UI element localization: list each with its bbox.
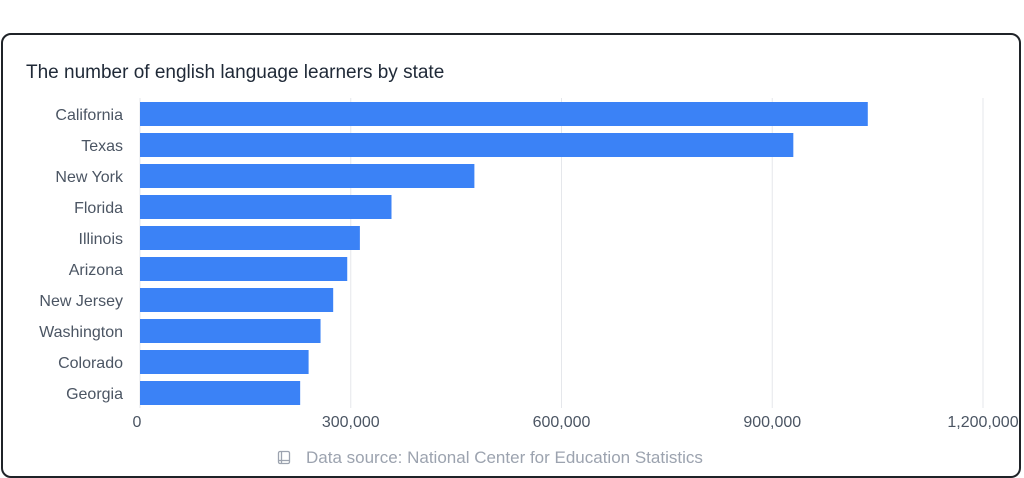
x-tick-label: 600,000 bbox=[533, 414, 591, 431]
category-label: Colorado bbox=[58, 355, 123, 372]
category-label: Texas bbox=[81, 138, 123, 155]
category-label: New York bbox=[55, 169, 124, 186]
bar[interactable] bbox=[140, 319, 321, 343]
bar[interactable] bbox=[140, 102, 868, 126]
data-source-text: Data source: National Center for Educati… bbox=[306, 448, 703, 467]
category-label: Arizona bbox=[69, 262, 123, 279]
x-tick-label: 1,200,000 bbox=[947, 414, 1018, 431]
data-source-note: Data source: National Center for Educati… bbox=[276, 448, 703, 468]
category-label: New Jersey bbox=[39, 293, 123, 310]
bar[interactable] bbox=[140, 226, 360, 250]
category-labels: California Texas New York Florida Illinois Ar… bbox=[39, 107, 124, 403]
bars bbox=[140, 102, 868, 405]
book-icon bbox=[277, 450, 291, 465]
bar-chart: California Texas New York Florida Illinois Ar… bbox=[39, 98, 1019, 431]
x-tick-label: 300,000 bbox=[322, 414, 380, 431]
category-label: Florida bbox=[74, 200, 123, 217]
bar[interactable] bbox=[140, 164, 475, 188]
category-label: Georgia bbox=[66, 386, 123, 403]
x-tick-label: 0 bbox=[133, 414, 142, 431]
category-label: Illinois bbox=[79, 231, 123, 248]
bar[interactable] bbox=[140, 381, 301, 405]
bar[interactable] bbox=[140, 133, 794, 157]
x-axis-labels: 0 300,000 600,000 900,000 1,200,000 bbox=[133, 414, 1019, 431]
category-label: Washington bbox=[39, 324, 123, 341]
bar[interactable] bbox=[140, 288, 334, 312]
bar[interactable] bbox=[140, 257, 348, 281]
chart-title: The number of english language learners … bbox=[26, 62, 445, 83]
bar[interactable] bbox=[140, 195, 392, 219]
x-tick-label: 900,000 bbox=[743, 414, 801, 431]
bar[interactable] bbox=[140, 350, 309, 374]
category-label: California bbox=[55, 107, 123, 124]
